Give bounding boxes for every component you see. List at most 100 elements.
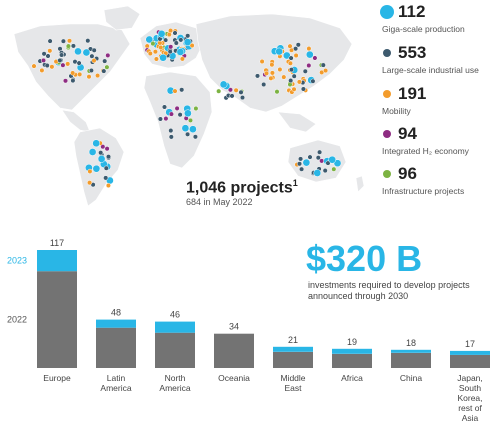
- project-marker: [92, 164, 101, 173]
- project-marker: [168, 128, 174, 134]
- project-marker: [152, 49, 158, 55]
- project-marker: [259, 58, 265, 65]
- project-marker: [306, 46, 312, 52]
- project-marker: [216, 88, 222, 94]
- project-marker: [145, 35, 154, 44]
- project-marker: [82, 48, 91, 57]
- project-marker: [98, 150, 104, 156]
- project-marker: [77, 71, 83, 77]
- project-marker: [331, 166, 337, 172]
- project-marker: [291, 86, 297, 92]
- project-marker: [100, 144, 106, 150]
- north-america-shape: [13, 23, 131, 111]
- investment-description: investments required to develop projects…: [308, 280, 470, 301]
- bar-total-label: 17: [465, 339, 475, 349]
- project-marker: [178, 37, 184, 43]
- bar-total-label: 21: [288, 335, 298, 345]
- project-marker: [105, 182, 111, 189]
- legend-count: 94: [398, 124, 417, 143]
- bar-total-label: 19: [347, 337, 357, 347]
- bar-2023: [37, 250, 77, 272]
- project-marker: [45, 53, 51, 59]
- project-marker: [263, 70, 270, 76]
- legend-label: Giga-scale production: [382, 24, 465, 34]
- greenland-shape: [103, 5, 141, 31]
- project-marker: [97, 155, 106, 163]
- project-marker: [105, 52, 111, 58]
- bar-2022: [96, 327, 136, 368]
- legend-count: 112: [398, 2, 426, 21]
- total-projects-subtitle: 684 in May 2022: [186, 197, 253, 207]
- project-marker: [179, 56, 185, 62]
- project-marker: [174, 105, 180, 111]
- project-marker: [261, 81, 267, 88]
- project-marker: [60, 38, 66, 44]
- project-marker: [91, 58, 97, 64]
- project-marker: [275, 47, 284, 56]
- project-marker: [181, 124, 190, 133]
- legend-item-industrial: 553 Large-scale industrial use: [380, 43, 500, 83]
- project-marker: [168, 134, 174, 140]
- project-marker: [282, 51, 291, 60]
- new-zealand-shape: [355, 175, 365, 193]
- category-label: North America: [159, 373, 190, 393]
- project-marker: [320, 62, 326, 68]
- legend-item-integrated: 94 Integrated H₂ economy: [380, 124, 500, 164]
- project-marker: [233, 87, 239, 93]
- project-marker: [31, 63, 37, 69]
- project-marker: [159, 53, 167, 62]
- category-label: Europe: [43, 373, 71, 383]
- project-marker: [184, 109, 192, 118]
- project-marker: [44, 62, 50, 69]
- bar-2022: [391, 352, 431, 368]
- project-marker: [269, 70, 275, 76]
- project-marker: [192, 134, 198, 140]
- legend-label: Large-scale industrial use: [382, 65, 479, 75]
- large-blue-circle-icon: [380, 5, 394, 19]
- project-marker: [254, 73, 261, 79]
- project-marker: [269, 62, 275, 68]
- project-marker: [88, 67, 94, 74]
- project-marker: [287, 60, 293, 66]
- green-dot-icon: [383, 170, 391, 178]
- legend-item-giga: 112 Giga-scale production: [380, 2, 500, 42]
- project-marker: [88, 148, 97, 156]
- series-label-2022: 2022: [7, 315, 27, 325]
- investment-amount: $320 B: [306, 238, 423, 279]
- project-marker: [179, 87, 185, 93]
- project-marker: [193, 105, 199, 112]
- project-marker: [62, 78, 69, 84]
- bar-total-label: 46: [170, 310, 180, 320]
- project-marker: [157, 29, 166, 38]
- project-marker: [74, 47, 82, 56]
- project-marker: [103, 175, 109, 181]
- project-marker: [293, 52, 299, 59]
- project-marker: [168, 44, 174, 50]
- project-marker: [307, 154, 313, 160]
- project-marker: [176, 48, 185, 56]
- bar-total-label: 18: [406, 338, 416, 348]
- project-marker: [302, 158, 311, 167]
- bar-2022: [273, 351, 313, 368]
- project-marker: [91, 47, 97, 53]
- project-marker: [187, 117, 194, 123]
- project-marker: [219, 80, 228, 89]
- project-marker: [238, 89, 244, 95]
- legend-label: Infrastructure projects: [382, 186, 465, 196]
- project-marker: [328, 155, 337, 164]
- project-marker: [59, 52, 65, 58]
- project-marker: [87, 180, 93, 186]
- project-marker: [312, 55, 318, 61]
- category-label: China: [400, 373, 422, 383]
- project-marker: [323, 68, 329, 74]
- project-marker: [313, 169, 322, 177]
- bar-2022: [37, 271, 77, 368]
- bar-2022: [214, 333, 254, 368]
- project-marker: [305, 50, 314, 59]
- legend-count: 96: [398, 164, 417, 183]
- project-marker: [161, 104, 168, 110]
- bar-2023: [273, 346, 313, 352]
- project-marker: [105, 154, 112, 160]
- project-marker: [167, 49, 173, 55]
- project-marker: [227, 87, 233, 93]
